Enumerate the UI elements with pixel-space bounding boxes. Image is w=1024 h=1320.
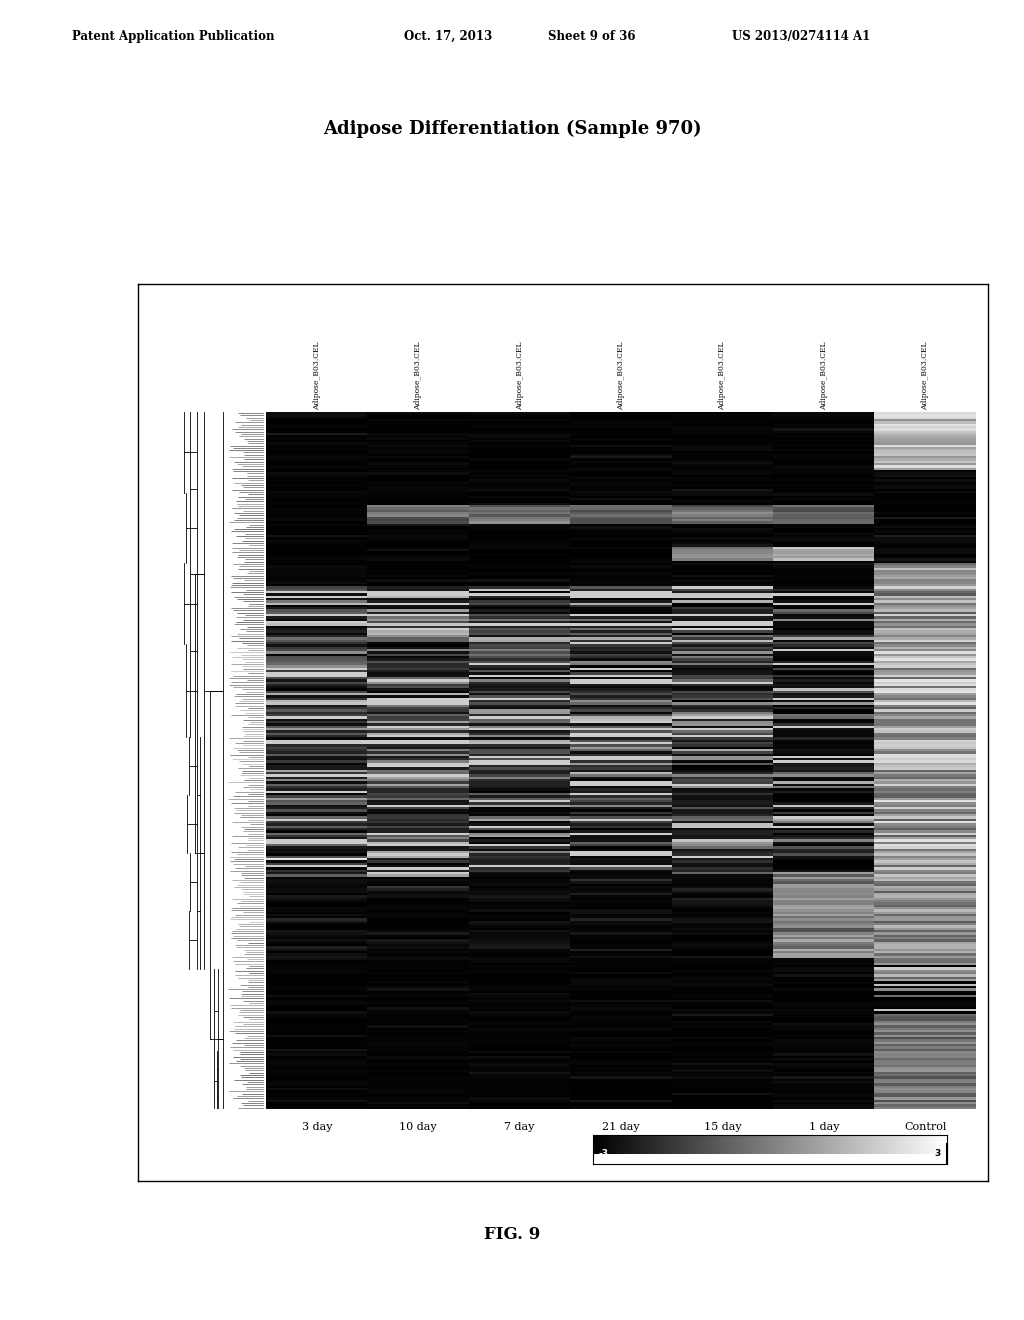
Text: US 2013/0274114 A1: US 2013/0274114 A1 <box>732 30 870 42</box>
Text: Control: Control <box>904 1122 946 1133</box>
Text: Adipose_B03.CEL: Adipose_B03.CEL <box>820 342 827 409</box>
Text: Adipose_B03.CEL: Adipose_B03.CEL <box>719 342 726 409</box>
Text: Adipose_B03.CEL: Adipose_B03.CEL <box>415 342 422 409</box>
Text: Adipose_B03.CEL: Adipose_B03.CEL <box>617 342 625 409</box>
Text: Adipose_B03.CEL: Adipose_B03.CEL <box>516 342 523 409</box>
Text: 10 day: 10 day <box>399 1122 437 1133</box>
Text: 7 day: 7 day <box>505 1122 535 1133</box>
Text: Oct. 17, 2013: Oct. 17, 2013 <box>404 30 493 42</box>
Text: Patent Application Publication: Patent Application Publication <box>72 30 274 42</box>
Text: Adipose_B03.CEL: Adipose_B03.CEL <box>922 342 929 409</box>
Text: 15 day: 15 day <box>703 1122 741 1133</box>
Text: -3: -3 <box>598 1150 608 1158</box>
Text: Adipose Differentiation (Sample 970): Adipose Differentiation (Sample 970) <box>323 120 701 137</box>
Text: 3 day: 3 day <box>302 1122 332 1133</box>
Text: Sheet 9 of 36: Sheet 9 of 36 <box>548 30 635 42</box>
Text: 21 day: 21 day <box>602 1122 640 1133</box>
Text: FIG. 9: FIG. 9 <box>484 1226 540 1242</box>
Text: Adipose_B03.CEL: Adipose_B03.CEL <box>313 342 321 409</box>
Text: 1 day: 1 day <box>809 1122 839 1133</box>
Text: 3: 3 <box>934 1150 941 1158</box>
